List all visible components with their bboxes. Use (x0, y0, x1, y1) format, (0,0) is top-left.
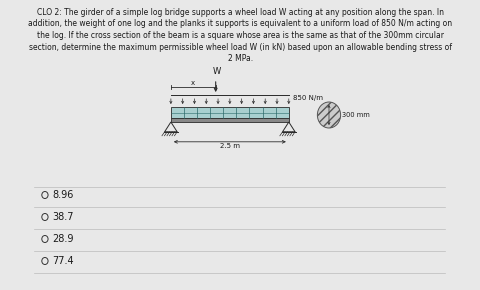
Text: 77.4: 77.4 (52, 256, 73, 266)
Text: section, determine the maximum permissible wheel load W (in kN) based upon an al: section, determine the maximum permissib… (29, 43, 451, 52)
Text: 28.9: 28.9 (52, 234, 73, 244)
Text: 850 N/m: 850 N/m (293, 95, 323, 101)
Circle shape (317, 102, 340, 128)
Text: the log. If the cross section of the beam is a square whose area is the same as : the log. If the cross section of the bea… (37, 31, 443, 40)
Text: W: W (212, 67, 220, 76)
Text: CLO 2: The girder of a simple log bridge supports a wheel load W acting at any p: CLO 2: The girder of a simple log bridge… (37, 8, 443, 17)
Text: 8.96: 8.96 (52, 190, 73, 200)
Text: 2.5 m: 2.5 m (219, 143, 240, 149)
Text: 38.7: 38.7 (52, 212, 73, 222)
Bar (170, 107, 288, 118)
Text: x: x (191, 80, 195, 86)
Text: 300 mm: 300 mm (342, 112, 370, 118)
Bar (170, 118, 288, 122)
Text: 2 MPa.: 2 MPa. (228, 54, 252, 63)
Text: addition, the weight of one log and the planks it supports is equivalent to a un: addition, the weight of one log and the … (28, 19, 452, 28)
